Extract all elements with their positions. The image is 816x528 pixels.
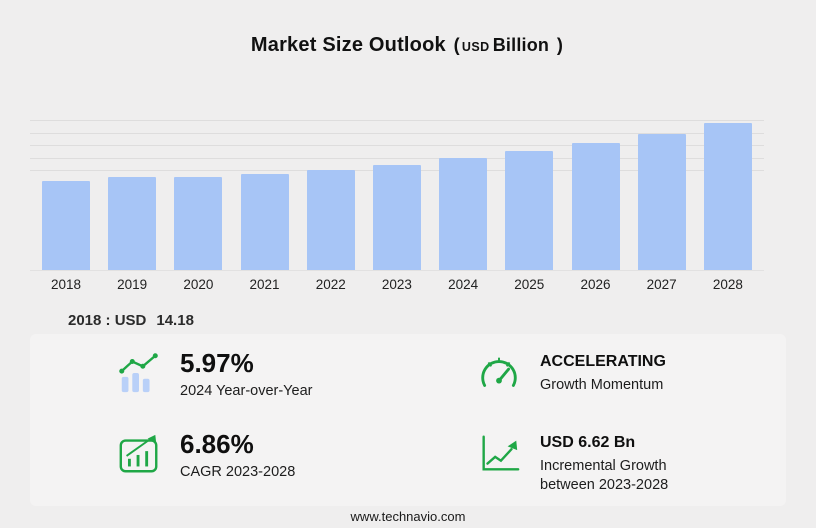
gridline xyxy=(30,132,764,134)
cagr-value: 6.86% xyxy=(180,429,254,460)
chart-title: Market Size Outlook (USD Billion ) xyxy=(0,34,816,57)
unit-paren-close: ) xyxy=(556,35,564,55)
growth-trend-bars-icon xyxy=(116,350,162,396)
x-tick-label: 2022 xyxy=(315,277,346,292)
cagr-chart-icon xyxy=(116,431,162,477)
momentum-label: Growth Momentum xyxy=(540,377,664,394)
bar-2024 xyxy=(439,158,488,270)
unit-word: Billion xyxy=(492,35,550,55)
yoy-growth-value: 5.97% xyxy=(180,348,254,378)
bar-2020 xyxy=(174,176,223,270)
base-year-label: 2018 : USD xyxy=(68,312,147,329)
footer: www.technavio.com xyxy=(0,509,816,524)
x-tick-label: 2028 xyxy=(712,277,743,292)
x-tick-label: 2023 xyxy=(381,277,412,292)
bar-2023 xyxy=(372,164,421,270)
bar-2025 xyxy=(505,151,554,270)
x-tick-label: 2025 xyxy=(514,277,545,292)
base-year-annotation: 2018 : USD 14.18 xyxy=(68,312,194,329)
stats-panel: 5.97% 2024 Year-over-Year xyxy=(30,334,786,506)
gridline xyxy=(30,145,764,146)
bar-2019 xyxy=(108,177,157,270)
x-axis-labels: 2018 2019 2020 2021 2022 2023 2024 2025 2026 2027… xyxy=(30,277,764,292)
speedometer-icon xyxy=(476,350,522,396)
base-year-value: 14.18 xyxy=(156,312,194,329)
cagr-label: CAGR 2023-2028 xyxy=(180,464,296,481)
unit-currency: USD xyxy=(461,40,490,54)
bar-2018 xyxy=(42,181,90,270)
x-tick-label: 2019 xyxy=(117,277,148,292)
gridline xyxy=(30,120,764,121)
x-tick-label: 2024 xyxy=(448,277,479,292)
x-tick-label: 2020 xyxy=(183,277,214,292)
chart-title-main: Market Size Outlook xyxy=(250,34,446,56)
bar-2021 xyxy=(240,174,289,270)
bar-2027 xyxy=(637,133,686,270)
x-tick-label: 2021 xyxy=(249,277,280,292)
momentum-title: ACCELERATING xyxy=(540,353,666,370)
footer-link[interactable]: www.technavio.com xyxy=(350,509,466,524)
x-tick-label: 2018 xyxy=(50,277,82,292)
stat-incremental-growth: USD 6.62 Bn Incremental Growth between 2… xyxy=(476,431,786,495)
gridline xyxy=(30,157,764,159)
x-tick-label: 2026 xyxy=(580,277,611,292)
bar-2022 xyxy=(306,170,355,270)
stat-cagr: 6.86% CAGR 2023-2028 xyxy=(116,429,476,495)
bars xyxy=(30,120,764,270)
unit-paren-open: ( xyxy=(453,35,460,55)
stat-growth-momentum: ACCELERATING Growth Momentum xyxy=(476,350,786,401)
x-tick-label: 2027 xyxy=(646,277,677,292)
stats-grid: 5.97% 2024 Year-over-Year xyxy=(30,334,786,495)
incremental-growth-value: USD 6.62 Bn xyxy=(540,434,636,452)
plot-area xyxy=(30,120,764,271)
incremental-growth-icon xyxy=(476,431,522,477)
incremental-growth-label: Incremental Growth between 2023-2028 xyxy=(540,458,669,494)
yoy-growth-label: 2024 Year-over-Year xyxy=(180,383,313,400)
bar-2026 xyxy=(571,143,620,270)
bar-2028 xyxy=(703,123,752,270)
stat-yoy-growth: 5.97% 2024 Year-over-Year xyxy=(116,348,476,401)
